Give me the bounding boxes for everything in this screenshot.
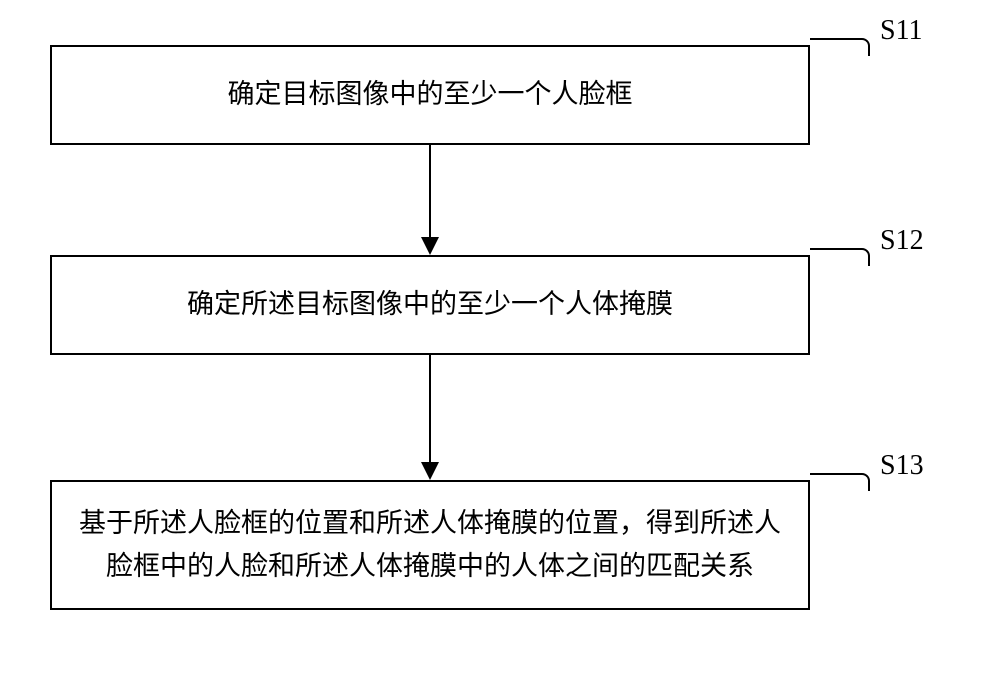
step-s12-label: S12: [880, 225, 924, 257]
step-s11-box: 确定目标图像中的至少一个人脸框: [50, 45, 810, 145]
step-s12-box: 确定所述目标图像中的至少一个人体掩膜: [50, 255, 810, 355]
step-s13-label: S13: [880, 450, 924, 482]
connector-s11: [810, 38, 870, 56]
connector-s12: [810, 248, 870, 266]
step-s11-label: S11: [880, 15, 923, 47]
connector-s13: [810, 473, 870, 491]
step-s13-box: 基于所述人脸框的位置和所述人体掩膜的位置，得到所述人脸框中的人脸和所述人体掩膜中…: [50, 480, 810, 610]
arrow-s12-s13-line: [429, 355, 431, 462]
arrow-s11-s12-head: [421, 237, 439, 255]
arrow-s11-s12-line: [429, 145, 431, 237]
step-s13-text: 基于所述人脸框的位置和所述人体掩膜的位置，得到所述人脸框中的人脸和所述人体掩膜中…: [72, 502, 788, 588]
flowchart-container: 确定目标图像中的至少一个人脸框 S11 确定所述目标图像中的至少一个人体掩膜 S…: [0, 0, 1000, 673]
step-s12-text: 确定所述目标图像中的至少一个人体掩膜: [187, 283, 673, 326]
step-s11-text: 确定目标图像中的至少一个人脸框: [228, 73, 633, 116]
arrow-s12-s13-head: [421, 462, 439, 480]
